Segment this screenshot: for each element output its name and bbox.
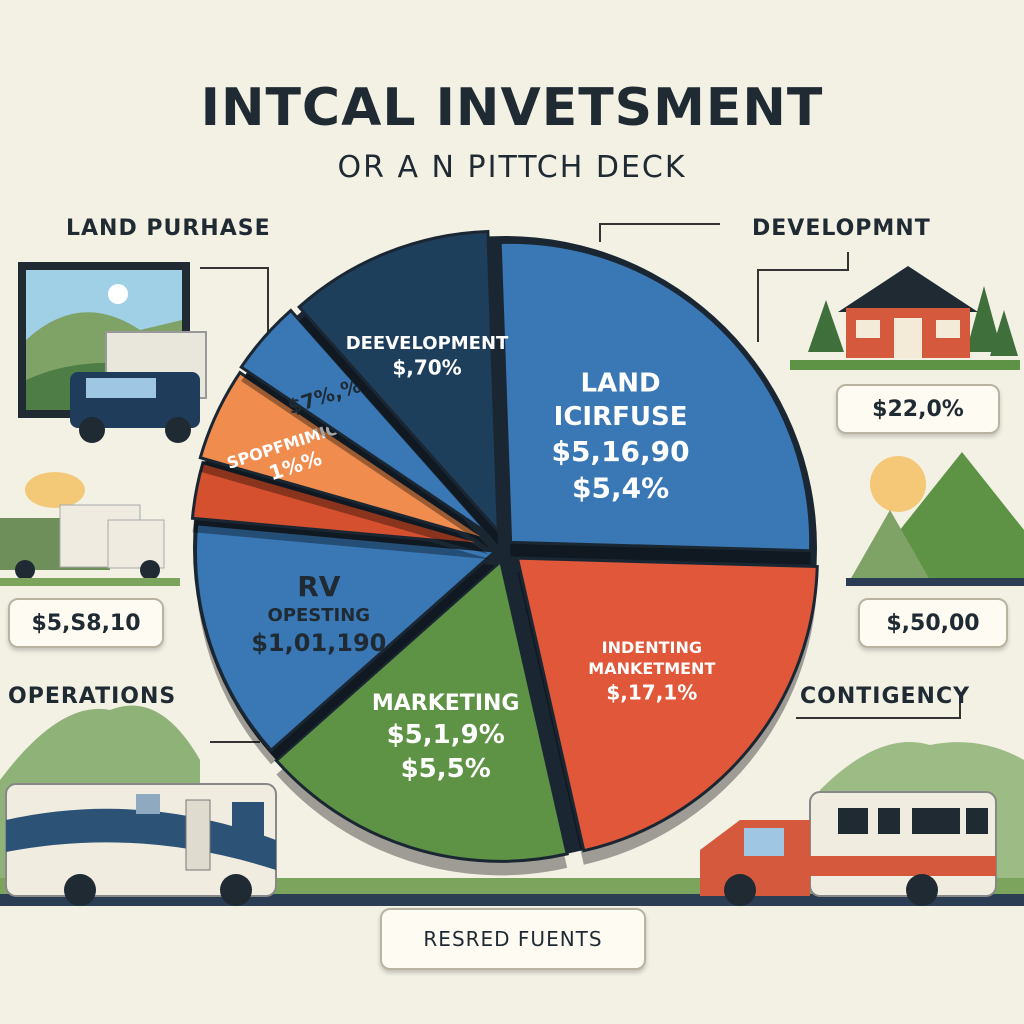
pie-label-indenting-1: MANKETMENT (588, 659, 715, 678)
suv-icon (70, 331, 207, 443)
rv-left-icon (5, 783, 277, 906)
pie-label-land-0: LAND (581, 368, 661, 398)
pie-label-marketing-2: $5,5% (401, 754, 491, 784)
pie-slice-marketing (274, 558, 569, 863)
contingency-callout-line (796, 702, 961, 719)
land-callout-line (200, 267, 269, 345)
pie-label-rv-2: $1,01,190 (251, 629, 386, 657)
pie-slice-blue2 (239, 308, 492, 537)
page-title: INTCAL INVETSMENT (200, 78, 824, 138)
pie-slice-indenting (515, 556, 819, 853)
pie-label-indenting-2: $,17,1% (606, 680, 697, 704)
pie-label-rv-1: OPESTING (268, 605, 371, 626)
pie-label-development-0: DEEVELOPMENT (346, 333, 509, 354)
operations-label: OPERATIONS (8, 684, 177, 709)
right-mid-value-pill: $,50,00 (858, 598, 1008, 648)
pie-label-land-1: ICIRFUSE (554, 402, 688, 432)
pie-label-marketing-1: $5,1,9% (387, 720, 505, 750)
page-subtitle: OR A N PITTCH DECK (337, 150, 687, 185)
pie-label-indenting-0: INDENTING (602, 638, 702, 657)
development-callout-line (599, 223, 720, 242)
development-label: DEVELOPMNT (752, 216, 931, 241)
house-icon (790, 266, 1020, 370)
contingency-label: CONTIGENCY (800, 684, 971, 709)
callout-lines (200, 223, 961, 743)
pie-slice-red (190, 460, 492, 547)
right-top-value-pill: $22,0% (836, 384, 1000, 434)
pie-slice-development (297, 229, 500, 536)
pie-label-rv-0: RV (297, 570, 341, 603)
pie-label-land-3: $5,4% (572, 472, 669, 505)
pie-label-land-2: $5,16,90 (551, 435, 689, 468)
pie-slice-rv (194, 522, 500, 753)
pie-slice-sporp (198, 370, 490, 542)
resred-fuents-button[interactable]: RESRED FUENTS (380, 908, 646, 970)
land-purchase-label: LAND PURHASE (66, 216, 271, 241)
pie-chart: LAND ICIRFUSE$5,16,90 $5,4% INDENTING MANKET… (190, 229, 819, 876)
left-value-pill: $5,S8,10 (8, 598, 164, 648)
development-house-line (757, 252, 849, 342)
pie-label-development-1: $,70% (392, 356, 461, 380)
pie-label-marketing-0: MARKETING (372, 691, 520, 716)
mountain-icon (846, 452, 1024, 586)
rv-right-icon (700, 791, 997, 906)
pie-slice-land (498, 240, 813, 553)
lumber-truck-icon (0, 472, 180, 586)
